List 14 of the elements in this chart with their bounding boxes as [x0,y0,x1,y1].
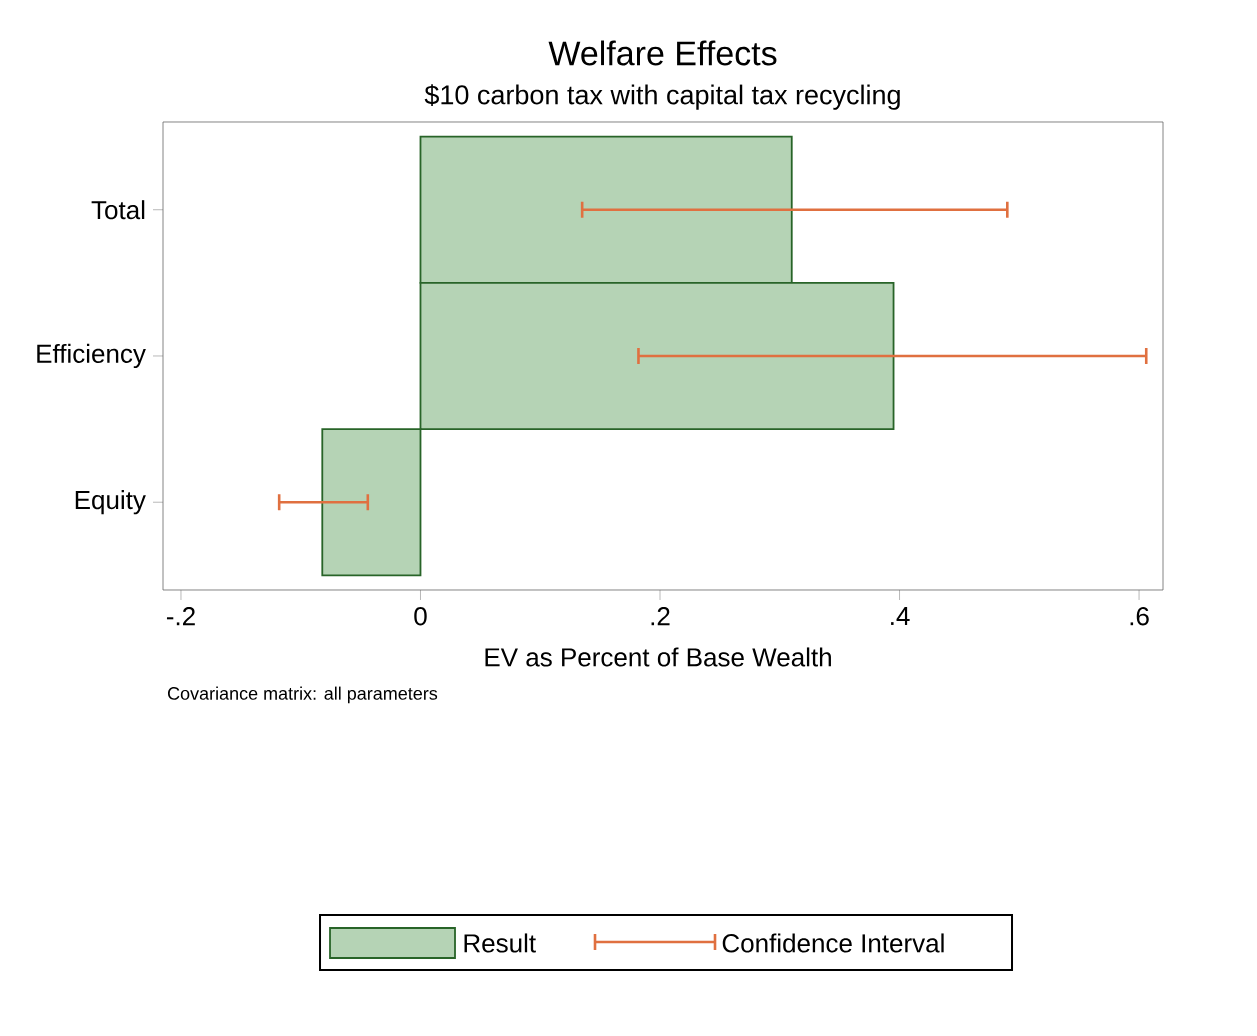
legend-label: Result [464,933,536,953]
x-tick-label: .4 [891,607,910,625]
chart-subtitle: $10 carbon tax with capital tax recycling [424,84,900,110]
x-tick-label: 0 [414,607,427,626]
x-tick-label: .2 [651,607,670,626]
text: Confidence Interval [722,933,944,953]
text: Covariance matrix: all parameters [167,686,438,704]
y-tick-label: Efficiency [37,343,146,369]
x-tick-label: -.2 [166,607,195,626]
chart-title: Welfare Effects [548,40,777,66]
y-tick-label: Equity [75,490,146,515]
x-tick-label: .6 [1130,607,1149,626]
y-tick-label: Total [91,200,145,220]
x-axis-title: EV as Percent of Base Wealth [485,647,831,667]
